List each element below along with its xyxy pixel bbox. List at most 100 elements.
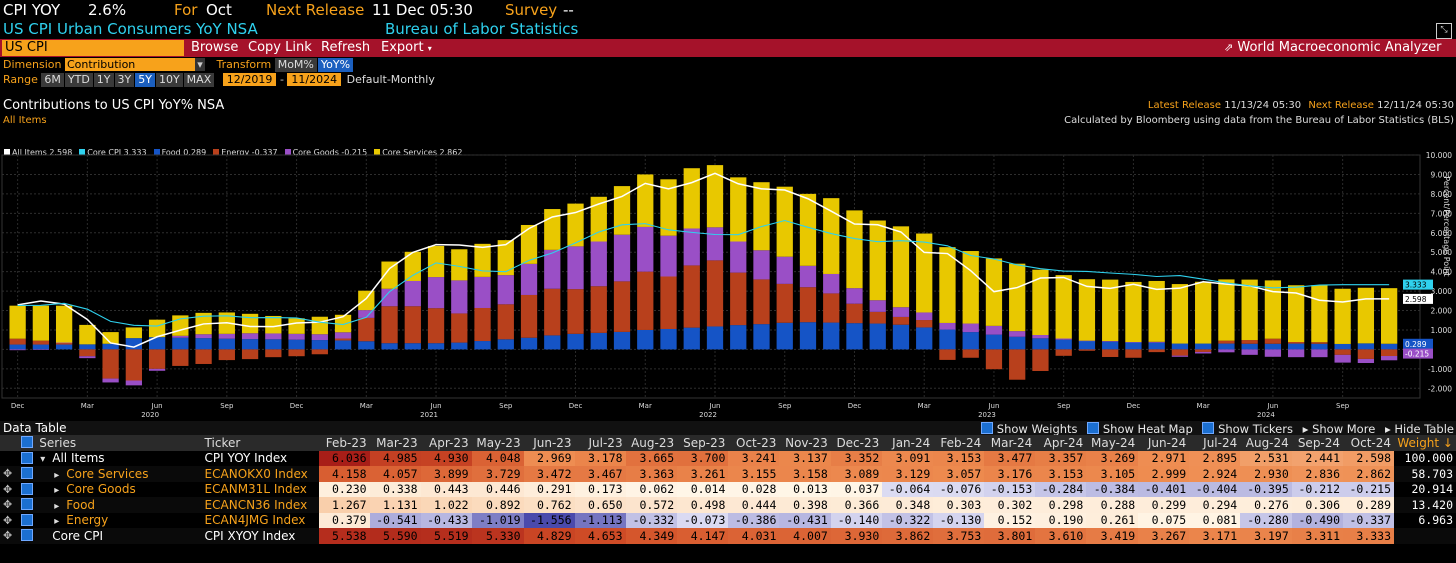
range-max[interactable]: MAX — [183, 73, 215, 87]
popout-icon[interactable]: ⤡ — [1436, 23, 1452, 39]
show-heatmap-option[interactable]: Show Heat Map — [1087, 422, 1193, 436]
ticker-cell[interactable]: ECAN4JMG Index — [204, 513, 306, 528]
row-move-icon[interactable]: ✥ — [3, 513, 13, 527]
col-weight[interactable]: Weight ↓ — [1394, 435, 1456, 451]
row-move-icon[interactable]: ✥ — [3, 467, 13, 481]
range-ytd[interactable]: YTD — [64, 73, 93, 87]
col-month[interactable]: Apr-23 — [420, 435, 472, 451]
table-row[interactable]: ✥ ▸ Food ECANCN36 Index 1.267 1.131 1.022 0.892… — [0, 497, 1456, 513]
row-move-icon[interactable] — [0, 451, 18, 467]
range-10y[interactable]: 10Y — [155, 73, 183, 87]
transform-yoy[interactable]: YoY% — [317, 58, 354, 72]
row-move-icon[interactable]: ✥ — [3, 498, 13, 512]
col-month[interactable]: Oct-23 — [728, 435, 780, 451]
security-input[interactable]: US CPI — [2, 40, 184, 56]
value-cell: -0.384 — [1086, 481, 1139, 497]
value-cell: 0.291 — [523, 481, 575, 497]
legend-item[interactable]: Food 0.289 — [153, 148, 206, 157]
range-3y[interactable]: 3Y — [114, 73, 135, 87]
dimension-dropdown[interactable]: Contribution — [64, 58, 195, 71]
range-6m[interactable]: 6M — [41, 73, 64, 87]
series-name[interactable]: ▸ Food — [36, 497, 201, 513]
header-spacer[interactable] — [0, 435, 19, 451]
range-1y[interactable]: 1Y — [93, 73, 114, 87]
row-checkbox[interactable] — [18, 497, 36, 513]
refresh-button[interactable]: Refresh — [321, 40, 371, 55]
row-checkbox[interactable] — [18, 528, 36, 544]
end-date-input[interactable]: 11/2024 — [287, 73, 342, 86]
col-month[interactable]: Apr-24 — [1035, 435, 1087, 451]
col-month[interactable]: Nov-23 — [779, 435, 831, 451]
col-month[interactable]: Aug-24 — [1240, 435, 1292, 451]
legend-item[interactable]: Core Goods -0.215 — [284, 148, 367, 157]
col-month[interactable]: Sep-23 — [677, 435, 729, 451]
bar-energy — [613, 281, 631, 332]
legend-item[interactable]: Core Services 2.862 — [374, 148, 462, 157]
ticker-cell[interactable]: ECANOKX0 Index — [204, 466, 308, 481]
row-move-icon[interactable]: ✥ — [3, 529, 13, 543]
hide-table-option[interactable]: ▸ Hide Table — [1385, 422, 1454, 436]
table-row[interactable]: ▾ All Items CPI YOY Index 6.036 4.985 4.930 4.… — [0, 450, 1456, 467]
expand-icon[interactable]: ▸ — [54, 500, 60, 512]
series-name[interactable]: ▾ All Items — [36, 451, 201, 467]
table-row[interactable]: ✥ ▸ Core Goods ECANM31L Index 0.230 0.338 0.44… — [0, 481, 1456, 498]
expand-icon[interactable]: ▸ — [54, 469, 60, 481]
col-month[interactable]: Jul-23 — [574, 435, 626, 451]
table-row[interactable]: ✥ ▸ Energy ECAN4JMG Index 0.379 -0.541 -0.433-… — [0, 512, 1456, 529]
col-month[interactable]: Mar-23 — [369, 435, 421, 451]
col-month[interactable]: Jan-24 — [882, 435, 934, 451]
col-month[interactable]: Aug-23 — [625, 435, 678, 451]
show-more-option[interactable]: ▸ Show More — [1303, 422, 1376, 436]
row-move-icon[interactable]: ✥ — [3, 482, 13, 496]
export-button[interactable]: Export ▾ — [377, 39, 436, 57]
start-date-input[interactable]: 12/2019 — [222, 73, 277, 86]
col-month[interactable]: Oct-24 — [1343, 435, 1395, 451]
dropdown-arrow-icon[interactable]: ▾ — [194, 58, 205, 71]
show-weights-option[interactable]: Show Weights — [981, 422, 1078, 436]
legend-item[interactable]: Energy -0.337 — [213, 148, 278, 157]
col-month[interactable]: May-24 — [1086, 435, 1139, 451]
col-month[interactable]: Dec-23 — [830, 435, 883, 451]
row-checkbox[interactable] — [18, 513, 36, 529]
copy-link-button[interactable]: Copy Link — [248, 40, 312, 55]
col-month[interactable]: Sep-24 — [1291, 435, 1344, 451]
value-cell: 6.036 — [318, 450, 370, 466]
col-series[interactable]: Series — [36, 435, 202, 451]
col-month[interactable]: May-23 — [471, 435, 524, 451]
series-name[interactable]: ▸ Core Services — [36, 466, 201, 482]
col-month[interactable]: Feb-23 — [318, 435, 370, 451]
bar-energy — [892, 316, 910, 325]
analyzer-link[interactable]: ⇗ World Macroeconomic Analyzer — [1220, 39, 1446, 57]
col-month[interactable]: Jun-23 — [523, 435, 575, 451]
range-5y[interactable]: 5Y — [135, 73, 155, 87]
ticker-cell[interactable]: ECANM31L Index — [204, 482, 307, 497]
expand-icon[interactable]: ▸ — [54, 516, 60, 528]
table-row[interactable]: ✥ ▸ Core Services ECANOKX0 Index 4.158 4.057 3… — [0, 466, 1456, 482]
row-checkbox[interactable] — [18, 482, 36, 498]
series-name[interactable]: Core CPI — [36, 528, 201, 544]
ticker-cell[interactable]: CPI YOY Index — [204, 451, 288, 466]
row-checkbox[interactable] — [18, 466, 36, 482]
series-name[interactable]: ▸ Core Goods — [36, 482, 201, 498]
expand-icon[interactable]: ▸ — [54, 485, 60, 497]
header-check[interactable] — [18, 435, 37, 451]
col-month[interactable]: Mar-24 — [984, 435, 1036, 451]
browse-button[interactable]: Browse — [191, 40, 239, 55]
legend-item[interactable]: Core CPI 3.333 — [79, 148, 147, 157]
bar-core-services — [311, 316, 328, 335]
bar-energy — [1171, 349, 1189, 356]
table-row[interactable]: ✥ Core CPI CPI XYOY Index 5.538 5.590 5.519 5.… — [0, 528, 1456, 544]
expand-icon[interactable]: ▾ — [40, 454, 46, 466]
show-tickers-option[interactable]: Show Tickers — [1202, 422, 1293, 436]
row-checkbox[interactable] — [18, 451, 36, 467]
legend-item[interactable]: All Items 2.598 — [4, 148, 72, 157]
col-ticker[interactable]: Ticker — [201, 435, 319, 451]
series-name[interactable]: ▸ Energy — [36, 513, 201, 529]
credit-text: Calculated by Bloomberg using data from … — [1064, 115, 1454, 126]
ticker-cell[interactable]: CPI XYOY Index — [204, 528, 296, 543]
col-month[interactable]: Jun-24 — [1138, 435, 1190, 451]
ticker-cell[interactable]: ECANCN36 Index — [204, 497, 308, 512]
col-month[interactable]: Jul-24 — [1189, 435, 1241, 451]
transform-mom[interactable]: MoM% — [274, 58, 317, 72]
col-month[interactable]: Feb-24 — [933, 435, 985, 451]
